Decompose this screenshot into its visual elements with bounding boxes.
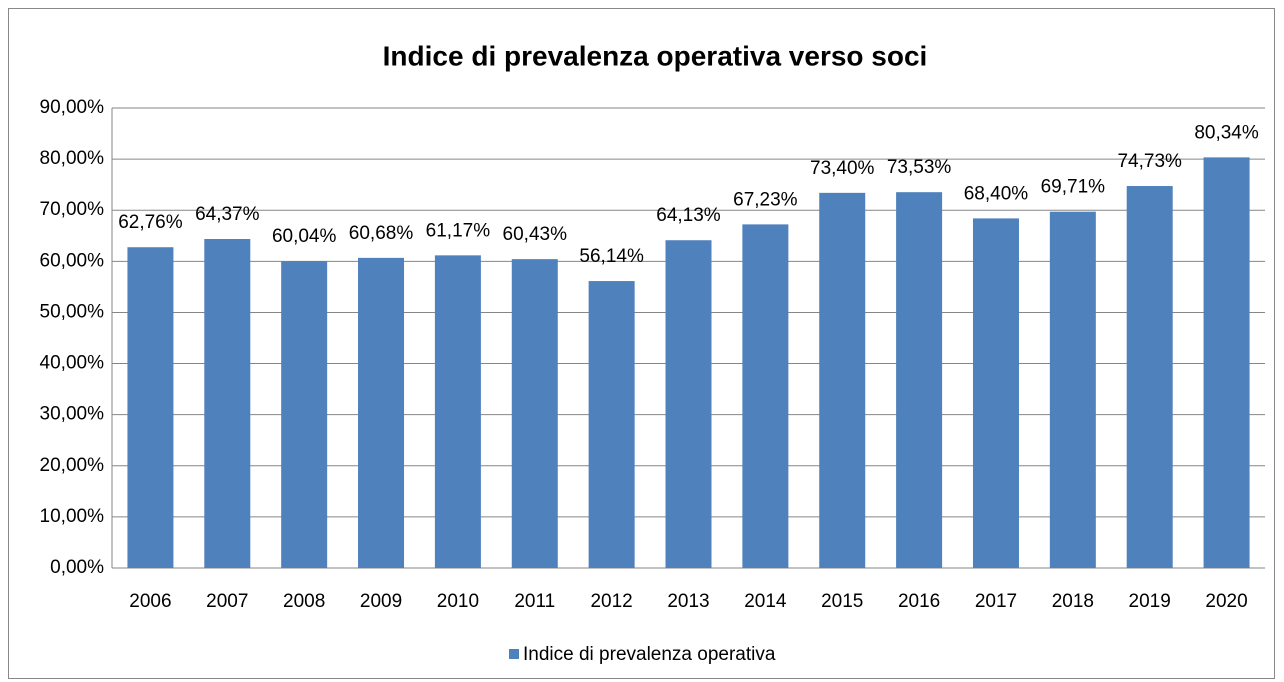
chart-title: Indice di prevalenza operativa verso soc…: [383, 40, 928, 71]
bar: [665, 240, 712, 569]
y-tick-label: 50,00%: [40, 301, 105, 322]
value-label: 64,37%: [195, 204, 260, 225]
y-tick-label: 60,00%: [40, 250, 105, 271]
bar: [972, 218, 1019, 568]
x-tick-label: 2020: [1205, 591, 1247, 612]
x-tick-label: 2007: [206, 591, 248, 612]
value-label: 56,14%: [579, 246, 644, 267]
y-tick-label: 20,00%: [40, 455, 105, 476]
value-label: 67,23%: [733, 189, 798, 210]
bar: [742, 224, 789, 568]
x-tick-label: 2019: [1129, 591, 1171, 612]
bar: [434, 255, 481, 568]
y-tick-label: 90,00%: [40, 97, 105, 118]
x-tick-label: 2015: [821, 591, 863, 612]
legend-label: Indice di prevalenza operativa: [523, 644, 776, 665]
x-tick-label: 2013: [667, 591, 709, 612]
x-tick-label: 2011: [514, 591, 555, 612]
bar: [511, 259, 558, 568]
bar: [204, 238, 251, 568]
value-label: 64,13%: [656, 205, 721, 226]
y-tick-label: 10,00%: [40, 506, 105, 527]
y-tick-label: 30,00%: [40, 404, 105, 425]
value-label: 69,71%: [1041, 177, 1106, 198]
x-tick-label: 2014: [744, 591, 787, 612]
bar: [1049, 211, 1096, 568]
value-label: 73,40%: [810, 158, 875, 179]
value-label: 60,43%: [503, 224, 568, 245]
y-tick-label: 0,00%: [50, 557, 104, 578]
bar: [819, 192, 866, 568]
x-tick-label: 2009: [360, 591, 402, 612]
value-label: 74,73%: [1117, 151, 1182, 172]
y-tick-label: 80,00%: [40, 148, 105, 169]
y-tick-label: 40,00%: [40, 353, 105, 374]
x-tick-label: 2017: [975, 591, 1017, 612]
x-tick-label: 2018: [1052, 591, 1094, 612]
value-label: 62,76%: [118, 212, 183, 233]
value-label: 60,04%: [272, 226, 337, 247]
x-tick-label: 2006: [129, 591, 171, 612]
value-label: 60,68%: [349, 223, 414, 244]
bar: [127, 247, 174, 568]
x-tick-label: 2012: [590, 591, 632, 612]
y-tick-label: 70,00%: [40, 199, 105, 220]
value-label: 73,53%: [887, 157, 952, 178]
bar: [1203, 157, 1250, 568]
value-label: 68,40%: [964, 183, 1029, 204]
bar: [1126, 186, 1173, 568]
legend-swatch: [509, 649, 519, 659]
x-tick-label: 2016: [898, 591, 940, 612]
bar: [281, 261, 328, 568]
x-tick-label: 2010: [437, 591, 479, 612]
bar: [588, 281, 635, 568]
bar: [896, 192, 943, 568]
value-label: 61,17%: [426, 220, 491, 241]
bar: [358, 257, 405, 568]
x-tick-label: 2008: [283, 591, 325, 612]
value-label: 80,34%: [1194, 122, 1259, 143]
